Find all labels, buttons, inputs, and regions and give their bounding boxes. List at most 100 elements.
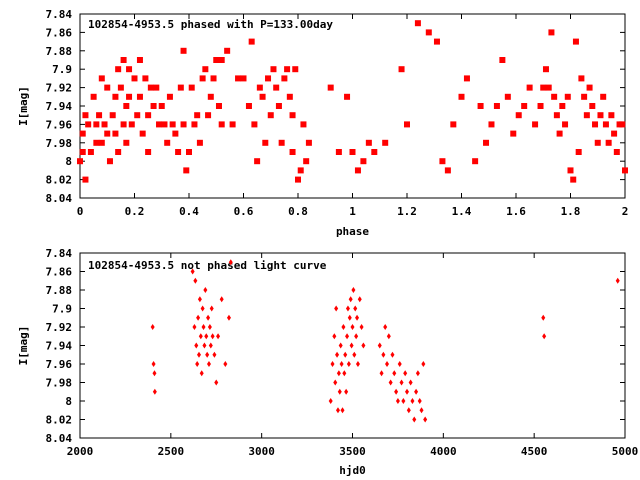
- unphased-data-point: [206, 361, 211, 367]
- unphased-y-tick-label: 8.02: [46, 414, 73, 427]
- phased-data-point: [164, 139, 171, 146]
- unphased-data-point: [216, 333, 221, 340]
- phased-data-point: [175, 149, 182, 155]
- phased-data-point: [300, 121, 307, 128]
- phased-data-point: [191, 121, 198, 128]
- phased-data-point: [82, 112, 89, 119]
- phased-data-point: [240, 75, 247, 82]
- unphased-panel-title: 102854-4953.5 not phased light curve: [88, 259, 327, 272]
- unphased-data-point: [333, 379, 338, 386]
- unphased-data-point: [226, 314, 231, 321]
- phased-data-point: [106, 158, 113, 165]
- unphased-data-point: [199, 370, 204, 377]
- phased-data-point: [425, 29, 432, 36]
- phased-data-point: [256, 84, 263, 91]
- phased-data-point: [186, 149, 192, 155]
- unphased-data-point: [354, 333, 359, 340]
- unphased-data-point: [223, 361, 228, 367]
- phased-x-tick-label: 0.6: [234, 205, 254, 218]
- unphased-data-point: [344, 388, 349, 395]
- phased-data-point: [202, 66, 209, 73]
- phased-data-point: [90, 93, 97, 100]
- unphased-data-point: [342, 370, 347, 377]
- phased-data-point: [93, 121, 100, 128]
- phased-data-point: [98, 75, 105, 82]
- phased-data-point: [570, 176, 577, 183]
- unphased-data-point: [359, 324, 364, 330]
- phased-data-point: [136, 93, 143, 100]
- phased-data-point: [594, 139, 601, 146]
- phased-x-tick-label: 0.4: [179, 205, 199, 218]
- unphased-data-point: [385, 361, 390, 367]
- phased-data-point: [382, 139, 389, 146]
- phased-y-tick-label: 8.02: [46, 174, 73, 187]
- unphased-data-point: [351, 287, 356, 293]
- phased-data-point: [79, 130, 86, 137]
- phased-y-tick-label: 8: [65, 155, 72, 168]
- phased-data-point: [567, 167, 574, 174]
- unphased-data-point: [399, 379, 404, 386]
- phased-data-point: [289, 149, 296, 155]
- phased-data-point: [248, 38, 255, 45]
- unphased-data-point: [150, 324, 155, 330]
- unphased-y-tick-label: 8.04: [46, 432, 73, 445]
- unphased-data-point: [345, 305, 350, 312]
- phased-data-point: [251, 121, 258, 128]
- unphased-data-point: [386, 333, 391, 340]
- phased-x-tick-label: 1.6: [506, 205, 526, 218]
- phased-data-point: [458, 93, 465, 100]
- phased-x-tick-label: 1.2: [397, 205, 417, 218]
- phased-data-point: [504, 93, 511, 100]
- phased-data-point: [278, 139, 285, 146]
- unphased-data-point: [201, 324, 206, 330]
- phased-x-axis-title: phase: [336, 225, 369, 238]
- unphased-data-point: [355, 314, 360, 321]
- phased-data-point: [578, 75, 585, 82]
- unphased-data-point: [417, 398, 422, 404]
- unphased-data-point: [412, 416, 417, 423]
- unphased-data-point: [206, 314, 211, 321]
- phased-data-point: [131, 75, 138, 82]
- phased-data-point: [224, 47, 231, 54]
- phased-data-point: [79, 149, 86, 155]
- unphased-x-tick-label: 2000: [67, 445, 94, 458]
- phased-data-point: [611, 130, 618, 137]
- phased-x-tick-label: 0.8: [288, 205, 308, 218]
- phased-data-point: [82, 176, 89, 183]
- unphased-data-point: [541, 314, 546, 321]
- unphased-data-point: [200, 305, 205, 312]
- phased-data-point: [556, 130, 563, 137]
- phased-data-point: [483, 139, 490, 146]
- unphased-data-point: [196, 351, 201, 358]
- unphased-data-point: [228, 259, 233, 266]
- unphased-data-point: [151, 361, 156, 367]
- phased-data-point: [537, 103, 544, 109]
- unphased-x-tick-label: 4500: [521, 445, 548, 458]
- unphased-data-point: [419, 407, 424, 414]
- unphased-data-point: [401, 398, 406, 404]
- phased-data-point: [267, 112, 274, 119]
- phased-data-point: [177, 84, 184, 91]
- phased-data-point: [161, 121, 168, 128]
- unphased-data-point: [190, 268, 195, 275]
- phased-data-point: [360, 158, 367, 165]
- phased-data-point: [117, 84, 124, 91]
- phased-data-point: [444, 167, 451, 174]
- phased-data-point: [180, 47, 187, 54]
- phased-data-point: [600, 93, 607, 100]
- phased-x-tick-label: 2: [622, 205, 629, 218]
- unphased-x-axis-title: hjd0: [339, 464, 366, 477]
- phased-data-point: [150, 103, 157, 109]
- phased-data-point: [275, 103, 282, 109]
- unphased-data-point: [328, 398, 333, 404]
- phased-data-point: [85, 121, 92, 128]
- phased-data-point: [259, 93, 266, 100]
- phased-data-point: [371, 149, 378, 155]
- phased-y-tick-label: 7.9: [52, 63, 72, 76]
- phased-y-tick-label: 8.04: [46, 192, 73, 205]
- phased-data-point: [488, 121, 495, 128]
- unphased-y-tick-label: 7.84: [46, 247, 73, 260]
- phased-data-point: [93, 139, 100, 146]
- unphased-data-point: [410, 398, 415, 404]
- phased-light-curve-panel: 102854-4953.5 phased with P=133.00day ph…: [17, 8, 628, 238]
